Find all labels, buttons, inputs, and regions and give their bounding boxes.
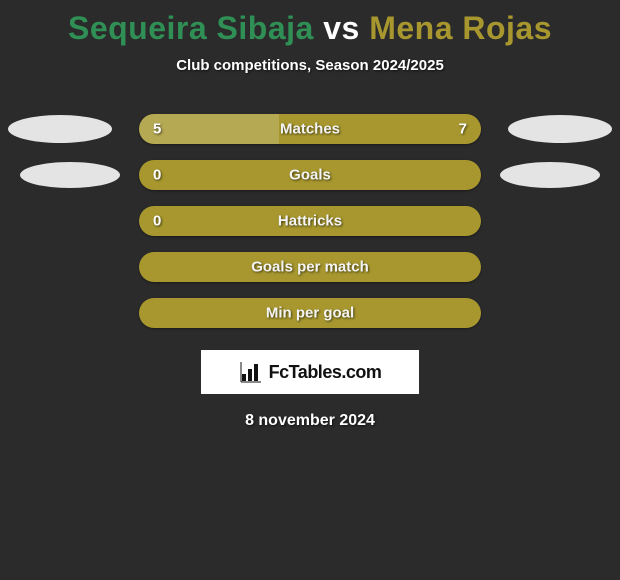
bar-right-value: 7 — [459, 121, 467, 138]
bar-label: Min per goal — [266, 305, 354, 322]
bar-goals: 0 Goals — [139, 160, 481, 190]
ellipse-left — [8, 115, 112, 143]
bar-left-value: 0 — [153, 213, 161, 230]
bar-left-value: 5 — [153, 121, 161, 138]
bar-label: Hattricks — [278, 213, 342, 230]
bar-label: Matches — [280, 121, 340, 138]
bar-matches: 5 Matches 7 — [139, 114, 481, 144]
bar-label: Goals — [289, 167, 331, 184]
bar-hattricks: 0 Hattricks — [139, 206, 481, 236]
title-vs: vs — [323, 10, 360, 46]
page-title: Sequeira Sibaja vs Mena Rojas — [0, 0, 620, 47]
ellipse-left — [20, 162, 120, 188]
row-goals-per-match: Goals per match — [0, 252, 620, 282]
bar-min-per-goal: Min per goal — [139, 298, 481, 328]
brand-text: FcTables.com — [269, 362, 382, 383]
row-hattricks: 0 Hattricks — [0, 206, 620, 236]
row-matches: 5 Matches 7 — [0, 114, 620, 144]
row-goals: 0 Goals — [0, 160, 620, 190]
bar-label: Goals per match — [251, 259, 369, 276]
bar-left-value: 0 — [153, 167, 161, 184]
date-text: 8 november 2024 — [0, 412, 620, 430]
title-player2: Mena Rojas — [369, 10, 552, 46]
bar-chart-icon — [239, 360, 263, 384]
row-min-per-goal: Min per goal — [0, 298, 620, 328]
title-player1: Sequeira Sibaja — [68, 10, 314, 46]
bar-goals-per-match: Goals per match — [139, 252, 481, 282]
comparison-rows: 5 Matches 7 0 Goals 0 Hattricks Goals pe… — [0, 114, 620, 328]
brand-box: FcTables.com — [201, 350, 419, 394]
subtitle: Club competitions, Season 2024/2025 — [0, 57, 620, 74]
ellipse-right — [500, 162, 600, 188]
ellipse-right — [508, 115, 612, 143]
